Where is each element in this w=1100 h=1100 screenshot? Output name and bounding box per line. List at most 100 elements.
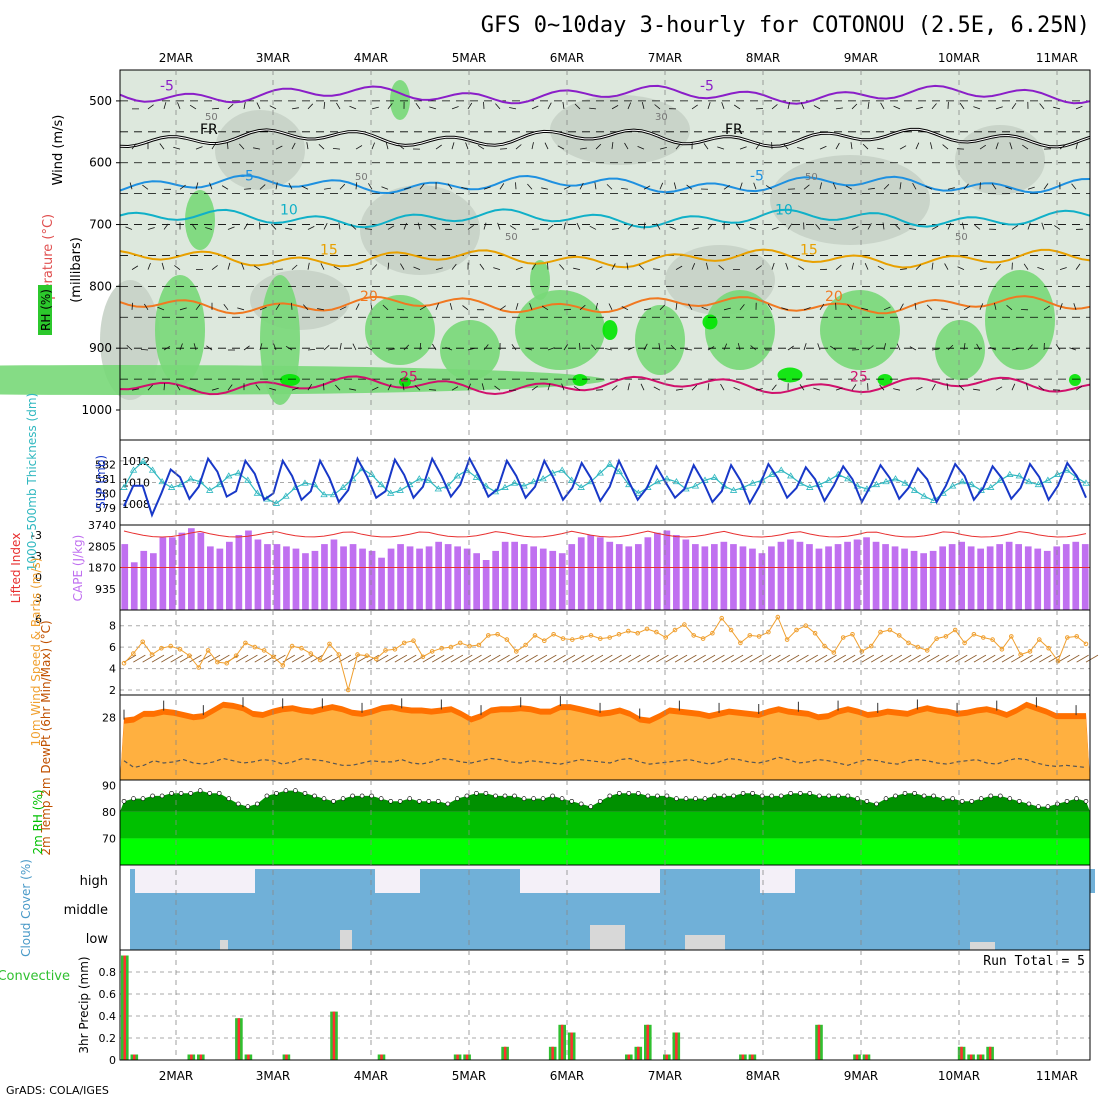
rh-point <box>416 798 422 804</box>
cape-bar <box>996 544 1003 610</box>
cape-bar <box>197 532 205 610</box>
wind10-axis-label: 10m Wind Speed & Barbs (m/s) <box>29 558 43 747</box>
surface-wind-barb <box>880 654 893 663</box>
wind-barb <box>371 106 379 110</box>
wind-barb <box>227 142 229 150</box>
rh-point <box>350 793 355 799</box>
lifted-index-line <box>123 530 1087 538</box>
wind-barb <box>627 224 634 230</box>
wind-barb <box>883 184 890 190</box>
cape-bar <box>834 544 842 610</box>
wind-barb <box>1026 383 1029 391</box>
thickness-tick-label: 580 <box>95 487 116 500</box>
wind-speed-point <box>1074 634 1079 639</box>
wind-barb <box>447 183 453 190</box>
wind-barb <box>365 346 373 351</box>
wind-barb <box>403 344 410 351</box>
wind-barb <box>691 384 698 391</box>
wind-barb <box>349 105 357 110</box>
rh-point <box>455 796 460 801</box>
wind-barb <box>958 384 965 391</box>
precip-tick-label: 0 <box>109 1054 116 1067</box>
rh-region <box>777 367 803 383</box>
wind-barb <box>177 102 181 110</box>
wind-barb <box>737 343 741 351</box>
surface-wind-barb <box>973 654 987 663</box>
wind-speed-point <box>710 630 715 636</box>
cape-bar <box>368 550 376 610</box>
cape-bar <box>920 553 927 610</box>
wind-barb <box>931 225 939 230</box>
surface-wind-barb <box>684 654 697 663</box>
wind-barb <box>544 142 549 150</box>
surface-wind-barb <box>170 654 183 663</box>
rh-region <box>705 290 775 370</box>
rh-point <box>302 790 308 796</box>
cape-bar <box>615 544 623 610</box>
wind-barb <box>946 383 949 391</box>
surface-wind-barb <box>600 654 613 663</box>
wind-barb <box>915 386 923 391</box>
wind-barb <box>131 265 139 270</box>
wind-barb <box>851 226 859 230</box>
cape-bar <box>292 548 300 610</box>
precip-convective-bar <box>665 1054 668 1060</box>
surface-wind-barb <box>422 654 436 663</box>
thickness-point <box>482 482 490 489</box>
rh-point <box>254 801 260 807</box>
surface-wind-barb <box>497 654 510 663</box>
surface-wind-barb <box>1039 654 1052 663</box>
wind-barb <box>832 182 837 190</box>
wind-barb <box>275 268 284 271</box>
thickness-point <box>720 482 728 489</box>
thickness-point <box>453 472 462 479</box>
wind-barb <box>499 305 506 311</box>
wind-barb <box>749 226 757 230</box>
wind-barb <box>355 268 363 271</box>
rh-point <box>1064 798 1070 804</box>
wind-barb <box>547 224 554 230</box>
wind-barb <box>419 183 425 190</box>
wind-barb <box>430 224 437 230</box>
cape-bar <box>654 532 661 610</box>
wind-barb <box>608 303 613 310</box>
rh-point <box>788 790 794 796</box>
li-tick-label: 3 <box>35 592 42 605</box>
wind-speed-point <box>775 614 781 620</box>
surface-wind-barb <box>403 654 417 663</box>
wind-barb <box>995 106 1003 110</box>
wind-barb <box>595 143 602 150</box>
slp-axis-label: SLP (mb) <box>94 455 108 509</box>
rh-point <box>655 793 660 799</box>
cape-bar <box>511 541 518 610</box>
rh-point <box>578 801 584 807</box>
surface-wind-barb <box>1048 654 1061 663</box>
thickness-point <box>415 475 423 482</box>
li-tick-label: 0 <box>35 571 42 584</box>
thickness-point <box>1082 479 1090 486</box>
surface-wind-barb <box>964 654 977 663</box>
clear-sky-patch <box>970 942 995 950</box>
wind-barb <box>845 185 853 190</box>
rh-region <box>0 365 605 395</box>
cape-bar <box>596 537 604 610</box>
wind-barb <box>483 344 489 351</box>
clear-sky-patch <box>340 930 352 950</box>
wind-barb <box>915 264 922 270</box>
rh-point <box>1007 796 1013 801</box>
wind-barb <box>909 228 917 230</box>
cape-tick-label: 935 <box>95 583 116 596</box>
high-cloud-segment <box>420 869 520 893</box>
thickness-point <box>320 491 328 498</box>
rh-point <box>731 793 736 799</box>
wind-barb <box>771 262 775 270</box>
wind-speed-point <box>672 627 678 633</box>
wind-barb <box>1038 385 1045 391</box>
li-tick-label: 6 <box>35 613 42 626</box>
surface-wind-barb <box>712 654 725 663</box>
wind-barb <box>675 388 683 391</box>
thickness-point <box>520 482 528 489</box>
surface-wind-barb <box>385 654 398 663</box>
thickness-point <box>148 466 157 473</box>
rh-point <box>197 788 203 793</box>
